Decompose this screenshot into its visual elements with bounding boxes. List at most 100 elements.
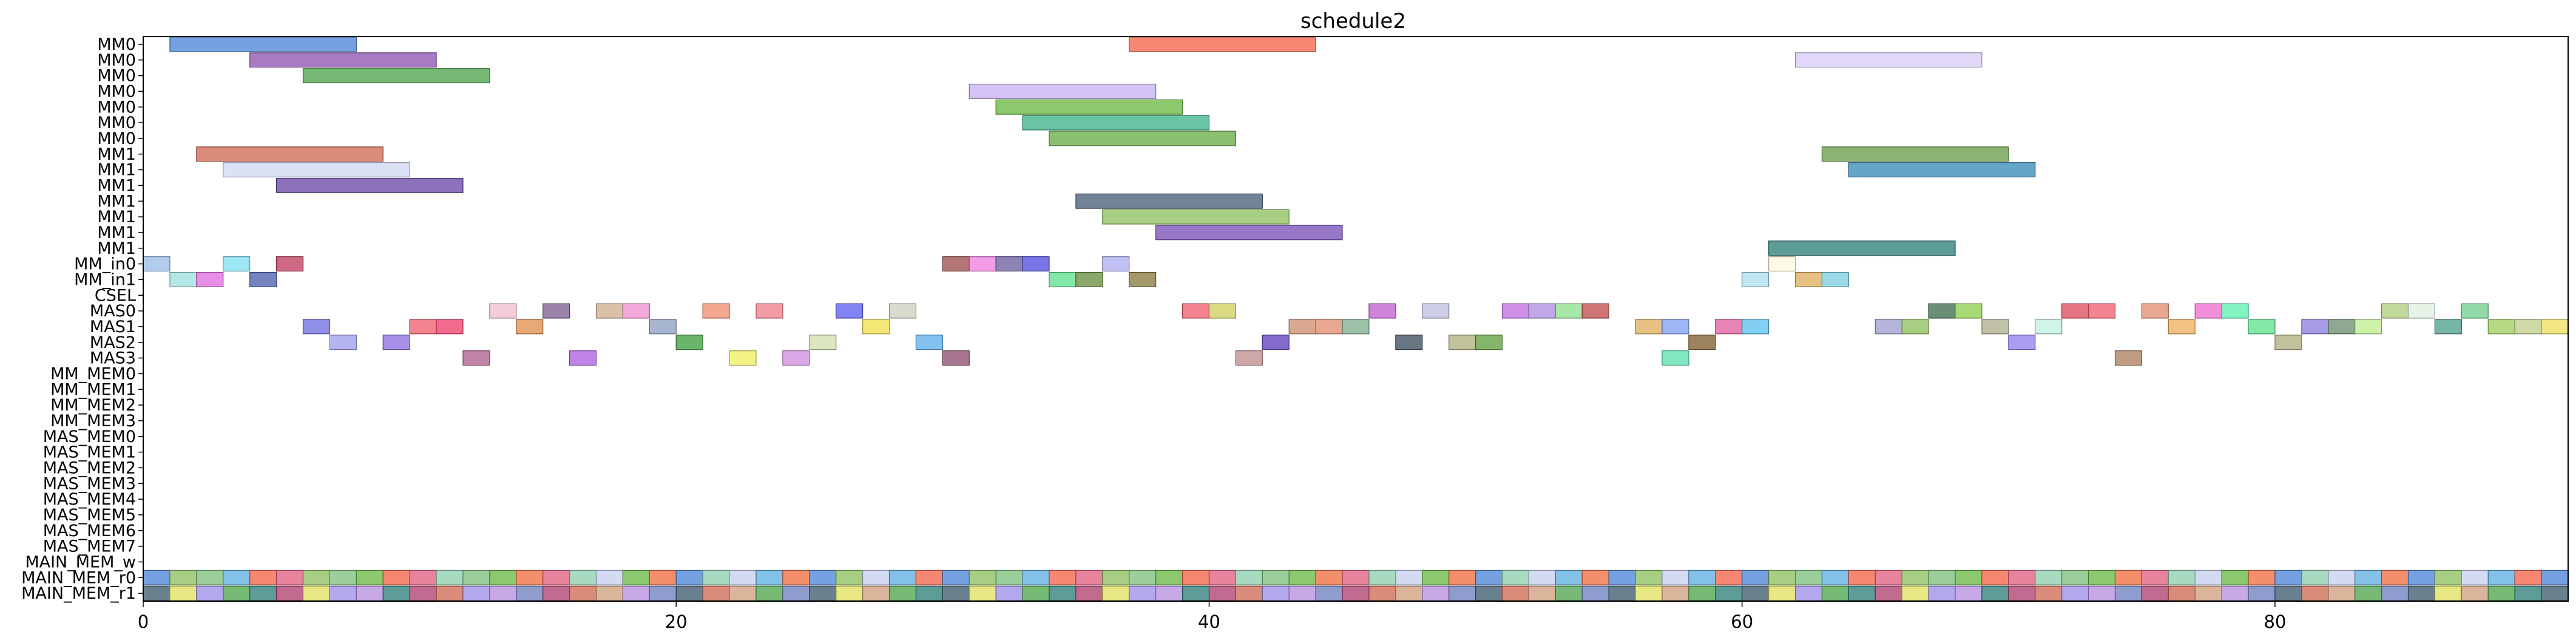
y-tick-label: MAS_MEM4	[43, 490, 136, 509]
task-bar	[1315, 319, 1343, 335]
task-bar	[2008, 335, 2036, 350]
mem-cell	[809, 570, 837, 585]
task-bar	[329, 335, 357, 350]
task-bar	[2541, 319, 2569, 335]
mem-cell	[1368, 570, 1396, 585]
mem-cell	[1475, 585, 1503, 601]
y-tick-labels: MM0MM0MM0MM0MM0MM0MM0MM1MM1MM1MM1MM1MM1M…	[21, 35, 143, 603]
task-bar	[2328, 319, 2356, 335]
task-bar	[1368, 303, 1396, 319]
mem-cell	[143, 585, 171, 601]
task-bar	[196, 271, 224, 287]
mem-cell	[888, 570, 917, 585]
mem-cell	[862, 570, 890, 585]
mem-cell	[2008, 570, 2036, 585]
mem-cell	[2407, 570, 2436, 585]
mem-cell	[1901, 585, 1929, 601]
mem-cell	[1342, 585, 1370, 601]
mem-cell	[516, 570, 544, 585]
y-tick-label: MM1	[97, 208, 136, 226]
y-tick-label: MM0	[97, 35, 136, 54]
task-bar	[302, 319, 330, 335]
y-tick-label: MAS_MEM2	[43, 458, 136, 477]
mem-cell	[1288, 570, 1316, 585]
mem-cell	[756, 585, 783, 601]
y-tick-label: MAS_MEM0	[43, 427, 136, 446]
task-bar	[1475, 335, 1503, 350]
mem-cell	[302, 570, 330, 585]
mem-cell	[995, 585, 1023, 601]
mem-cell	[2355, 570, 2382, 585]
y-tick-label: MM_MEM1	[50, 380, 136, 399]
task-bar	[1528, 303, 1556, 319]
mem-cell	[1102, 585, 1130, 601]
mem-cell	[1208, 570, 1236, 585]
mem-cell	[2434, 585, 2462, 601]
plot-frame	[143, 36, 2569, 602]
task-bar	[2168, 319, 2196, 335]
y-tick-label: MM1	[97, 239, 136, 258]
y-tick-label: MAS1	[90, 318, 136, 336]
mem-cell	[1715, 570, 1743, 585]
task-bar	[969, 256, 996, 272]
mem-cell	[862, 585, 890, 601]
mem-cell	[1928, 570, 1956, 585]
task-bar	[1955, 303, 1983, 319]
mem-cell	[436, 570, 464, 585]
task-bar	[2274, 335, 2302, 350]
task-bar	[223, 162, 410, 178]
mem-cell	[1075, 570, 1103, 585]
task-bar	[1928, 303, 1956, 319]
task-bar	[942, 256, 970, 272]
task-bar	[782, 350, 810, 366]
mem-cell	[1662, 585, 1689, 601]
y-tick-label: MM1	[97, 223, 136, 242]
task-bar	[1981, 319, 2009, 335]
y-tick-label: MAS2	[90, 333, 136, 352]
mem-cell	[196, 570, 224, 585]
task-bar	[2461, 303, 2489, 319]
mem-cell	[1768, 570, 1796, 585]
task-bar	[2088, 303, 2116, 319]
mem-cell	[329, 585, 357, 601]
y-tick-label: MAS0	[90, 302, 136, 321]
task-bar	[995, 256, 1023, 272]
mem-cell	[1395, 585, 1423, 601]
mem-cell	[2221, 585, 2249, 601]
mem-cell	[1662, 570, 1689, 585]
mem-cell	[569, 585, 597, 601]
mem-cell	[2381, 570, 2409, 585]
mem-cell	[1342, 570, 1370, 585]
mem-cell	[1635, 585, 1663, 601]
mem-cell	[2461, 570, 2489, 585]
mem-cell	[2328, 585, 2356, 601]
mem-cell	[302, 585, 330, 601]
x-tick-label: 80	[2264, 611, 2287, 632]
mem-cell	[1848, 570, 1876, 585]
mem-cell	[2407, 585, 2436, 601]
mem-cell	[1715, 585, 1743, 601]
mem-cell	[2487, 570, 2515, 585]
mem-cell	[1288, 585, 1316, 601]
mem-cell	[169, 570, 197, 585]
mem-cell	[888, 585, 917, 601]
task-bar	[382, 335, 410, 350]
mem-cell	[2328, 570, 2356, 585]
y-tick-label: MM1	[97, 192, 136, 211]
mem-cell	[995, 570, 1023, 585]
mem-cell	[543, 585, 570, 601]
mem-cell	[782, 570, 810, 585]
mem-cell	[1794, 570, 1823, 585]
task-bar	[2514, 319, 2542, 335]
mem-cell	[1449, 585, 1476, 601]
mem-cell	[1581, 570, 1609, 585]
task-bar	[302, 68, 490, 84]
y-tick-label: MAIN_MEM_r1	[21, 584, 136, 603]
mem-cell	[249, 570, 277, 585]
mem-cell	[1155, 585, 1183, 601]
mem-cell	[595, 585, 624, 601]
mem-cell	[1688, 585, 1716, 601]
y-tick-label: MM1	[97, 145, 136, 164]
task-bar	[942, 350, 970, 366]
